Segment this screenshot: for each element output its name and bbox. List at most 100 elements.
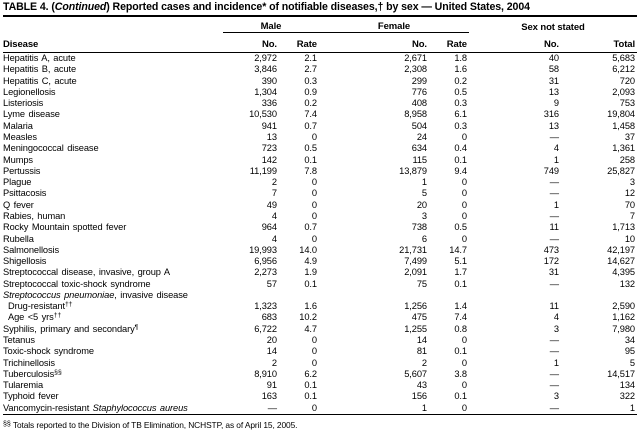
value-cell: 0	[311, 188, 317, 199]
value-cell: 20	[416, 199, 427, 210]
value-cell: 4	[271, 210, 277, 221]
table-row: Age <5 yrs†† 683 10.2 475 7.4 4 1,162	[3, 312, 637, 323]
value-cell: 57	[266, 278, 277, 289]
disease-name: Vancomycin-resistant Staphylococcus aure…	[3, 403, 223, 415]
disease-name-text: Drug-resistant	[8, 301, 65, 312]
value-cell: 11	[549, 301, 560, 312]
disease-name-text: Tetanus	[3, 335, 35, 346]
value-cell: 10	[624, 233, 635, 244]
value-cell: 0	[311, 335, 317, 346]
value-cell: 1	[553, 199, 559, 210]
value-cell: 7,980	[612, 323, 635, 334]
disease-name-text: Measles	[3, 131, 37, 142]
table-row: Hepatitis A, acute 2,972 2.1 2,671 1.8 40 5,68…	[3, 53, 637, 65]
value-cell: 49	[266, 199, 277, 210]
value-cell: 0	[461, 199, 467, 210]
value-cell: 738	[411, 222, 427, 233]
disease-name: Malaria	[3, 121, 223, 132]
table-row: Q fever 49 0 20 0 1 70	[3, 200, 637, 211]
value-cell: 749	[543, 165, 559, 176]
disease-name: Salmonellosis	[3, 245, 223, 256]
value-cell: 14	[416, 335, 427, 346]
value-cell: 0	[311, 177, 317, 188]
value-cell: 0	[461, 131, 467, 142]
value-cell: 1,304	[254, 86, 277, 97]
disease-name-italic: Streptococcus pneumoniae	[3, 289, 115, 300]
disease-name-text: Rabies, human	[3, 210, 66, 221]
value-cell: 156	[411, 391, 427, 402]
disease-name-text: Age <5 yrs	[8, 312, 54, 323]
value-cell: 0	[461, 210, 467, 221]
value-cell: 11,199	[249, 165, 277, 176]
disease-name-text: Malaria	[3, 120, 33, 131]
value-cell: 0.3	[454, 98, 467, 109]
value-cell: 0	[311, 402, 317, 413]
value-cell: 2.7	[304, 64, 317, 75]
disease-name: Toxic-shock syndrome	[3, 346, 223, 357]
value-cell: —	[549, 368, 559, 379]
value-cell	[561, 290, 637, 301]
value-cell: 0.4	[454, 143, 467, 154]
table-row: Tuberculosis§§ 8,910 6.2 5,607 3.8 — 14,517	[3, 369, 637, 380]
table-row: Streptococcal toxic-shock syndrome 57 0.1 7…	[3, 279, 637, 290]
value-cell: 4	[553, 312, 559, 323]
table-row: Salmonellosis 19,993 14.0 21,731 14.7 473 42,1…	[3, 245, 637, 256]
value-cell: 0.1	[454, 346, 467, 357]
value-cell: 31	[548, 267, 559, 278]
value-cell: —	[267, 402, 277, 413]
value-cell: 25,827	[607, 165, 635, 176]
value-cell: 6	[421, 233, 427, 244]
table-row: Legionellosis 1,304 0.9 776 0.5 13 2,093	[3, 87, 637, 98]
value-cell: 70	[624, 199, 635, 210]
title-prefix: TABLE 4. (	[3, 1, 55, 13]
disease-footnote-marker: ††	[53, 312, 62, 320]
value-cell: 1,256	[404, 301, 427, 312]
disease-name: Tuberculosis§§	[3, 369, 223, 380]
value-cell: —	[549, 177, 559, 188]
value-cell: 4	[553, 143, 559, 154]
value-cell: 5,607	[404, 368, 427, 379]
value-cell: 720	[619, 75, 635, 86]
value-cell: 20	[266, 335, 277, 346]
disease-name-text: Tuberculosis	[3, 368, 55, 379]
value-cell: 2,671	[404, 53, 427, 63]
title-suffix: ) Reported cases and incidence* of notif…	[106, 1, 530, 13]
value-cell: 1,361	[612, 143, 635, 154]
disease-name-text: Listeriosis	[3, 98, 44, 109]
table-row: Pertussis 11,199 7.8 13,879 9.4 749 25,827	[3, 166, 637, 177]
value-cell: 258	[619, 154, 635, 165]
disease-name-text: Typhoid fever	[3, 391, 59, 402]
value-cell: 299	[411, 75, 427, 86]
disease-name: Tularemia	[3, 380, 223, 391]
value-cell: 132	[619, 278, 635, 289]
value-cell: 0.5	[304, 143, 317, 154]
col-female-rate: Rate	[428, 32, 469, 53]
disease-name-text: Toxic-shock syndrome	[3, 346, 94, 357]
group-header-spacer	[3, 17, 223, 33]
value-cell: 24	[416, 131, 427, 142]
disease-name: Rocky Mountain spotted fever	[3, 222, 223, 233]
table-row: Listeriosis 336 0.2 408 0.3 9 753	[3, 98, 637, 109]
disease-name-text: Streptococcal toxic-shock syndrome	[3, 278, 151, 289]
value-cell: 941	[261, 120, 277, 131]
value-cell: 10.2	[299, 312, 317, 323]
disease-name-text: Streptococcal disease, invasive, group A	[3, 267, 170, 278]
title-continued: Continued	[54, 1, 107, 13]
value-cell: 6.1	[454, 109, 467, 120]
col-total: Total	[560, 32, 637, 53]
value-cell: 42,197	[607, 244, 635, 255]
table-row: Streptococcal disease, invasive, group A…	[3, 267, 637, 278]
footnote: §§ Totals reported to the Division of TB…	[3, 420, 637, 430]
value-cell: 1	[629, 402, 635, 413]
value-cell: 1.6	[304, 301, 317, 312]
disease-name-text: Plague	[3, 177, 32, 188]
value-cell: 34	[624, 335, 635, 346]
table-row: Malaria 941 0.7 504 0.3 13 1,458	[3, 121, 637, 132]
value-cell: 0	[461, 402, 467, 413]
value-cell: 4,395	[612, 267, 635, 278]
value-cell: 8,910	[254, 368, 277, 379]
disease-name-text: Vancomycin-resistant	[3, 402, 93, 413]
value-cell: 0.8	[454, 323, 467, 334]
value-cell	[279, 290, 319, 301]
disease-name-text: Hepatitis A, acute	[3, 53, 76, 63]
